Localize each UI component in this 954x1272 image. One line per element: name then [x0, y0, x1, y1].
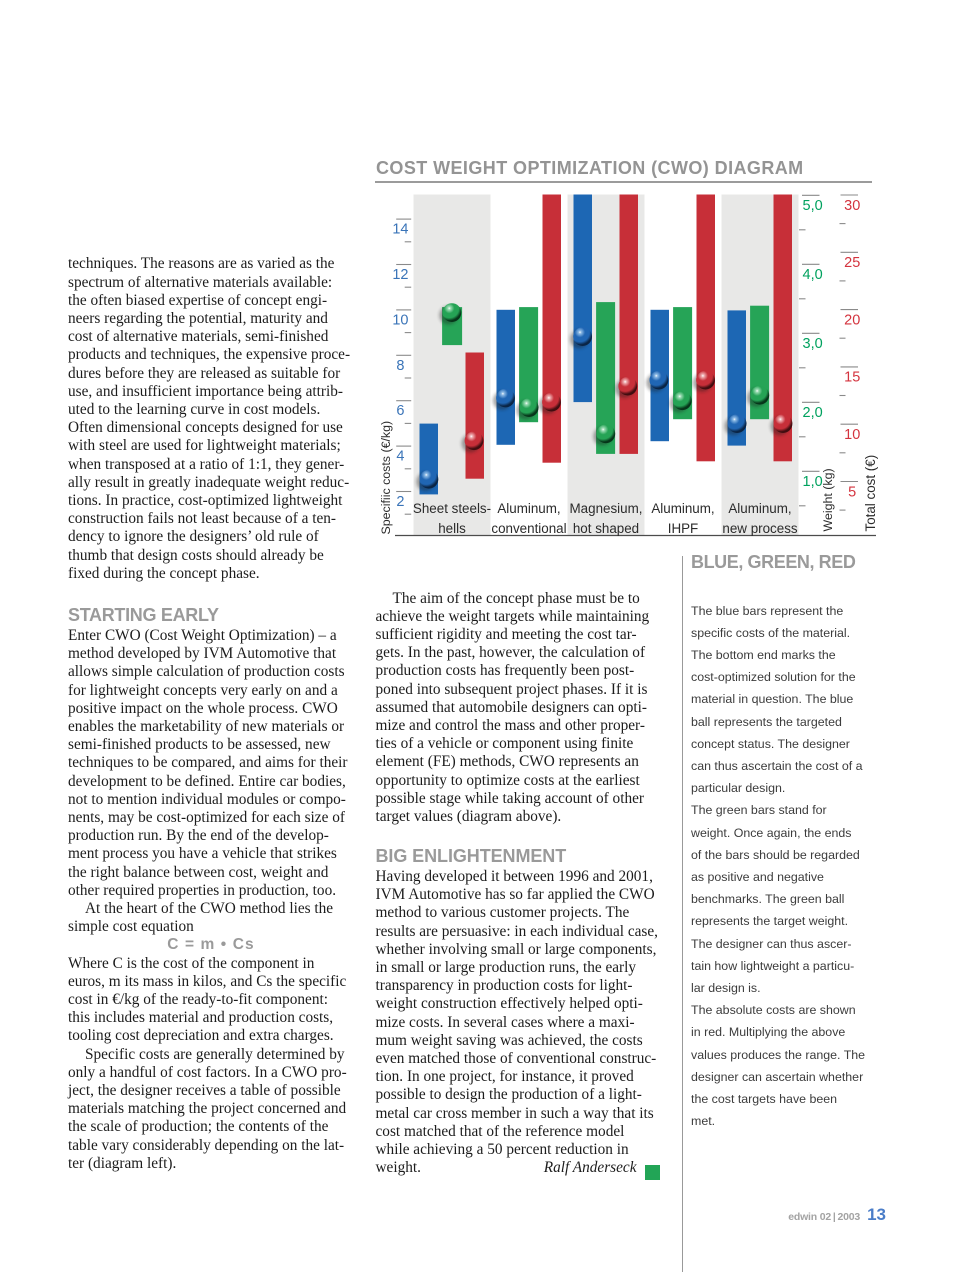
svg-text:Sheet steels-: Sheet steels- [413, 501, 491, 516]
svg-text:Total cost (€): Total cost (€) [863, 455, 878, 532]
svg-text:1,0: 1,0 [803, 474, 823, 490]
svg-text:5,0: 5,0 [803, 198, 823, 214]
svg-text:4,0: 4,0 [803, 267, 823, 283]
svg-text:IHPF: IHPF [668, 521, 699, 536]
svg-text:hot shaped: hot shaped [573, 521, 639, 536]
svg-text:15: 15 [844, 370, 860, 386]
svg-text:25: 25 [844, 255, 860, 271]
svg-text:conventional: conventional [491, 521, 566, 536]
svg-text:hells: hells [438, 521, 466, 536]
svg-text:Weight (kg): Weight (kg) [821, 468, 835, 531]
svg-text:14: 14 [392, 222, 408, 238]
svg-text:Aluminum,: Aluminum, [651, 501, 714, 516]
svg-text:5: 5 [848, 484, 856, 500]
svg-text:10: 10 [392, 312, 408, 328]
svg-text:4: 4 [396, 449, 404, 465]
svg-text:8: 8 [396, 358, 404, 374]
svg-text:10: 10 [844, 427, 860, 443]
svg-text:12: 12 [392, 267, 408, 283]
svg-text:2,0: 2,0 [803, 405, 823, 421]
svg-text:20: 20 [844, 312, 860, 328]
svg-text:3,0: 3,0 [803, 336, 823, 352]
svg-text:Aluminum,: Aluminum, [728, 501, 791, 516]
svg-text:Aluminum,: Aluminum, [497, 501, 560, 516]
svg-text:30: 30 [844, 198, 860, 214]
svg-text:Magnesium,: Magnesium, [570, 501, 643, 516]
svg-text:6: 6 [396, 403, 404, 419]
svg-text:Specifiic costs (€/kg): Specifiic costs (€/kg) [379, 421, 393, 535]
svg-text:2: 2 [396, 494, 404, 510]
svg-text:new process: new process [722, 521, 797, 536]
